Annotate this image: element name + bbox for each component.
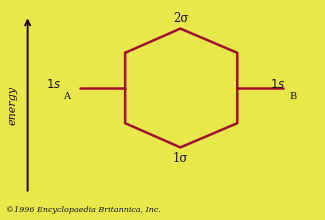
Text: ©1996 Encyclopaedia Britannica, Inc.: ©1996 Encyclopaedia Britannica, Inc. xyxy=(6,206,162,214)
Text: 1σ: 1σ xyxy=(173,152,188,165)
Text: 2σ: 2σ xyxy=(173,12,188,25)
Text: energy: energy xyxy=(7,86,17,125)
Text: B: B xyxy=(290,92,297,101)
Text: $1s$: $1s$ xyxy=(46,77,62,91)
Text: $1s$: $1s$ xyxy=(270,77,285,91)
Text: A: A xyxy=(63,92,71,101)
